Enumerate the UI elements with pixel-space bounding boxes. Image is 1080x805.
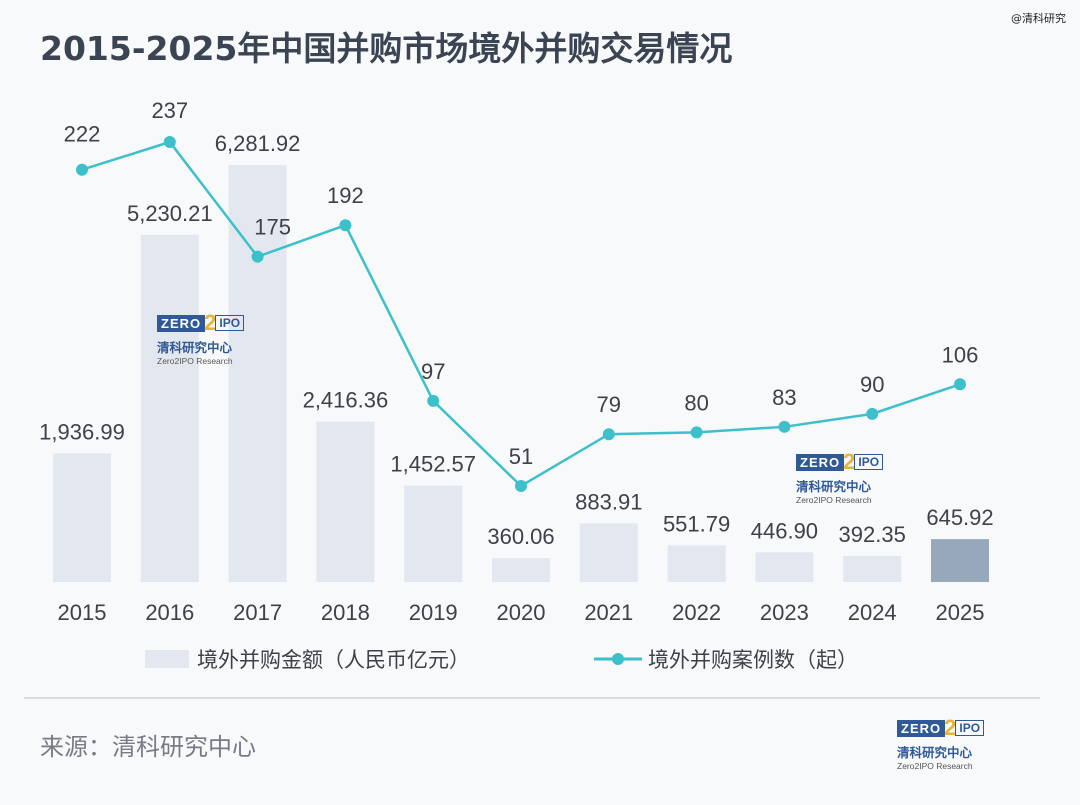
divider <box>24 697 1040 699</box>
bar-2023 <box>755 552 814 582</box>
legend-bar-label: 境外并购金额（人民币亿元） <box>197 648 470 672</box>
line-label-2019: 97 <box>421 359 445 384</box>
bar-2018 <box>316 421 375 582</box>
line-label-2020: 51 <box>509 444 533 469</box>
source-note: 来源：清科研究中心 <box>40 733 256 761</box>
x-tick-2016: 2016 <box>145 600 194 625</box>
x-tick-2019: 2019 <box>409 600 458 625</box>
line-label-2023: 83 <box>772 385 796 410</box>
bar-label-2018: 2,416.36 <box>303 388 389 413</box>
bar-2019 <box>404 485 463 582</box>
zero2ipo-logo: ZERO 2 IPO 清科研究中心 Zero2IPO Research <box>796 451 884 505</box>
x-tick-2015: 2015 <box>58 600 107 625</box>
bar-label-2021: 883.91 <box>575 489 642 514</box>
line-point-2020 <box>515 480 527 492</box>
line-point-2015 <box>76 163 88 176</box>
line-label-2018: 192 <box>327 183 364 208</box>
line-label-2015: 222 <box>64 122 101 147</box>
bar-2022 <box>667 545 726 582</box>
line-point-2025 <box>954 378 966 391</box>
bar-2024 <box>843 555 902 582</box>
bar-2017 <box>228 165 287 582</box>
legend-bar-swatch <box>145 650 189 668</box>
line-label-2017: 175 <box>254 215 291 240</box>
zero2ipo-logo-footer: ZERO 2 IPO 清科研究中心 Zero2IPO Research <box>897 717 985 771</box>
line-point-2021 <box>602 428 615 441</box>
bar-label-2017: 6,281.92 <box>215 131 301 156</box>
line-point-2022 <box>690 426 703 439</box>
x-tick-2024: 2024 <box>848 600 897 625</box>
x-tick-2020: 2020 <box>497 600 546 625</box>
line-label-2025: 106 <box>942 342 979 367</box>
line-label-2022: 80 <box>684 390 708 415</box>
line-label-2021: 79 <box>597 392 621 417</box>
chart: 1,936.99 5,230.21 6,281.92 2,416.36 1,452.57… <box>39 98 993 625</box>
x-tick-2022: 2022 <box>672 600 721 625</box>
line-point-2017 <box>251 250 264 263</box>
bar-2016 <box>140 234 199 582</box>
line-point-2023 <box>778 420 791 433</box>
x-tick-2023: 2023 <box>760 600 809 625</box>
x-tick-2021: 2021 <box>584 600 633 625</box>
bar-label-2016: 5,230.21 <box>127 201 213 226</box>
bar-label-2022: 551.79 <box>663 511 730 536</box>
bar-label-2020: 360.06 <box>487 524 554 549</box>
line-label-2016: 237 <box>151 98 188 123</box>
bar-2015 <box>53 453 111 582</box>
bar-label-2024: 392.35 <box>839 522 906 547</box>
line-point-2019 <box>427 394 440 407</box>
x-tick-2017: 2017 <box>233 600 282 625</box>
bar-2021 <box>579 523 638 582</box>
bar-2025 <box>931 539 989 582</box>
chart-title: 2015-2025年中国并购市场境外并购交易情况 <box>40 29 733 68</box>
bar-label-2015: 1,936.99 <box>39 419 125 444</box>
x-tick-2025: 2025 <box>936 600 985 625</box>
bar-2020 <box>492 558 550 582</box>
legend-bar: 境外并购金额（人民币亿元） <box>145 644 470 674</box>
line-point-2018 <box>339 219 352 232</box>
bar-label-2023: 446.90 <box>751 518 818 543</box>
line-point-2024 <box>866 407 879 420</box>
line-label-2024: 90 <box>860 372 884 397</box>
bar-label-2025: 645.92 <box>926 505 993 530</box>
watermark: @清科研究 <box>1011 12 1066 25</box>
zero2ipo-logo: ZERO 2 IPO 清科研究中心 Zero2IPO Research <box>157 312 245 366</box>
bar-label-2019: 1,452.57 <box>390 452 476 477</box>
legend-line: 境外并购案例数（起） <box>594 644 858 674</box>
legend-line-icon <box>594 653 642 665</box>
line-point-2016 <box>163 136 176 148</box>
legend-line-label: 境外并购案例数（起） <box>648 648 858 672</box>
x-tick-2018: 2018 <box>321 600 370 625</box>
